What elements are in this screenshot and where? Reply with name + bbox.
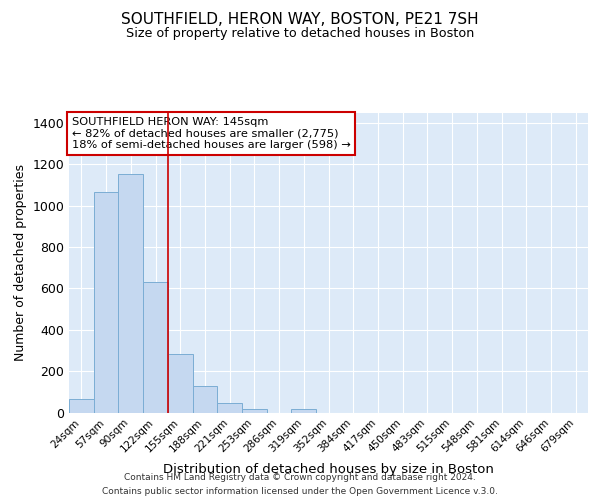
Text: SOUTHFIELD HERON WAY: 145sqm
← 82% of detached houses are smaller (2,775)
18% of: SOUTHFIELD HERON WAY: 145sqm ← 82% of de… [71, 117, 350, 150]
Bar [217, 403, 242, 412]
Bar [242, 409, 267, 412]
Bar [292, 409, 316, 412]
Text: Contains HM Land Registry data © Crown copyright and database right 2024.: Contains HM Land Registry data © Crown c… [124, 472, 476, 482]
Text: Size of property relative to detached houses in Boston: Size of property relative to detached ho… [126, 28, 474, 40]
Bar [193, 386, 217, 412]
Bar [143, 282, 168, 412]
Text: SOUTHFIELD, HERON WAY, BOSTON, PE21 7SH: SOUTHFIELD, HERON WAY, BOSTON, PE21 7SH [121, 12, 479, 28]
Bar [69, 400, 94, 412]
Bar [94, 192, 118, 412]
Bar [118, 174, 143, 412]
Bar [168, 354, 193, 412]
Y-axis label: Number of detached properties: Number of detached properties [14, 164, 27, 361]
X-axis label: Distribution of detached houses by size in Boston: Distribution of detached houses by size … [163, 462, 494, 475]
Text: Contains public sector information licensed under the Open Government Licence v.: Contains public sector information licen… [102, 488, 498, 496]
